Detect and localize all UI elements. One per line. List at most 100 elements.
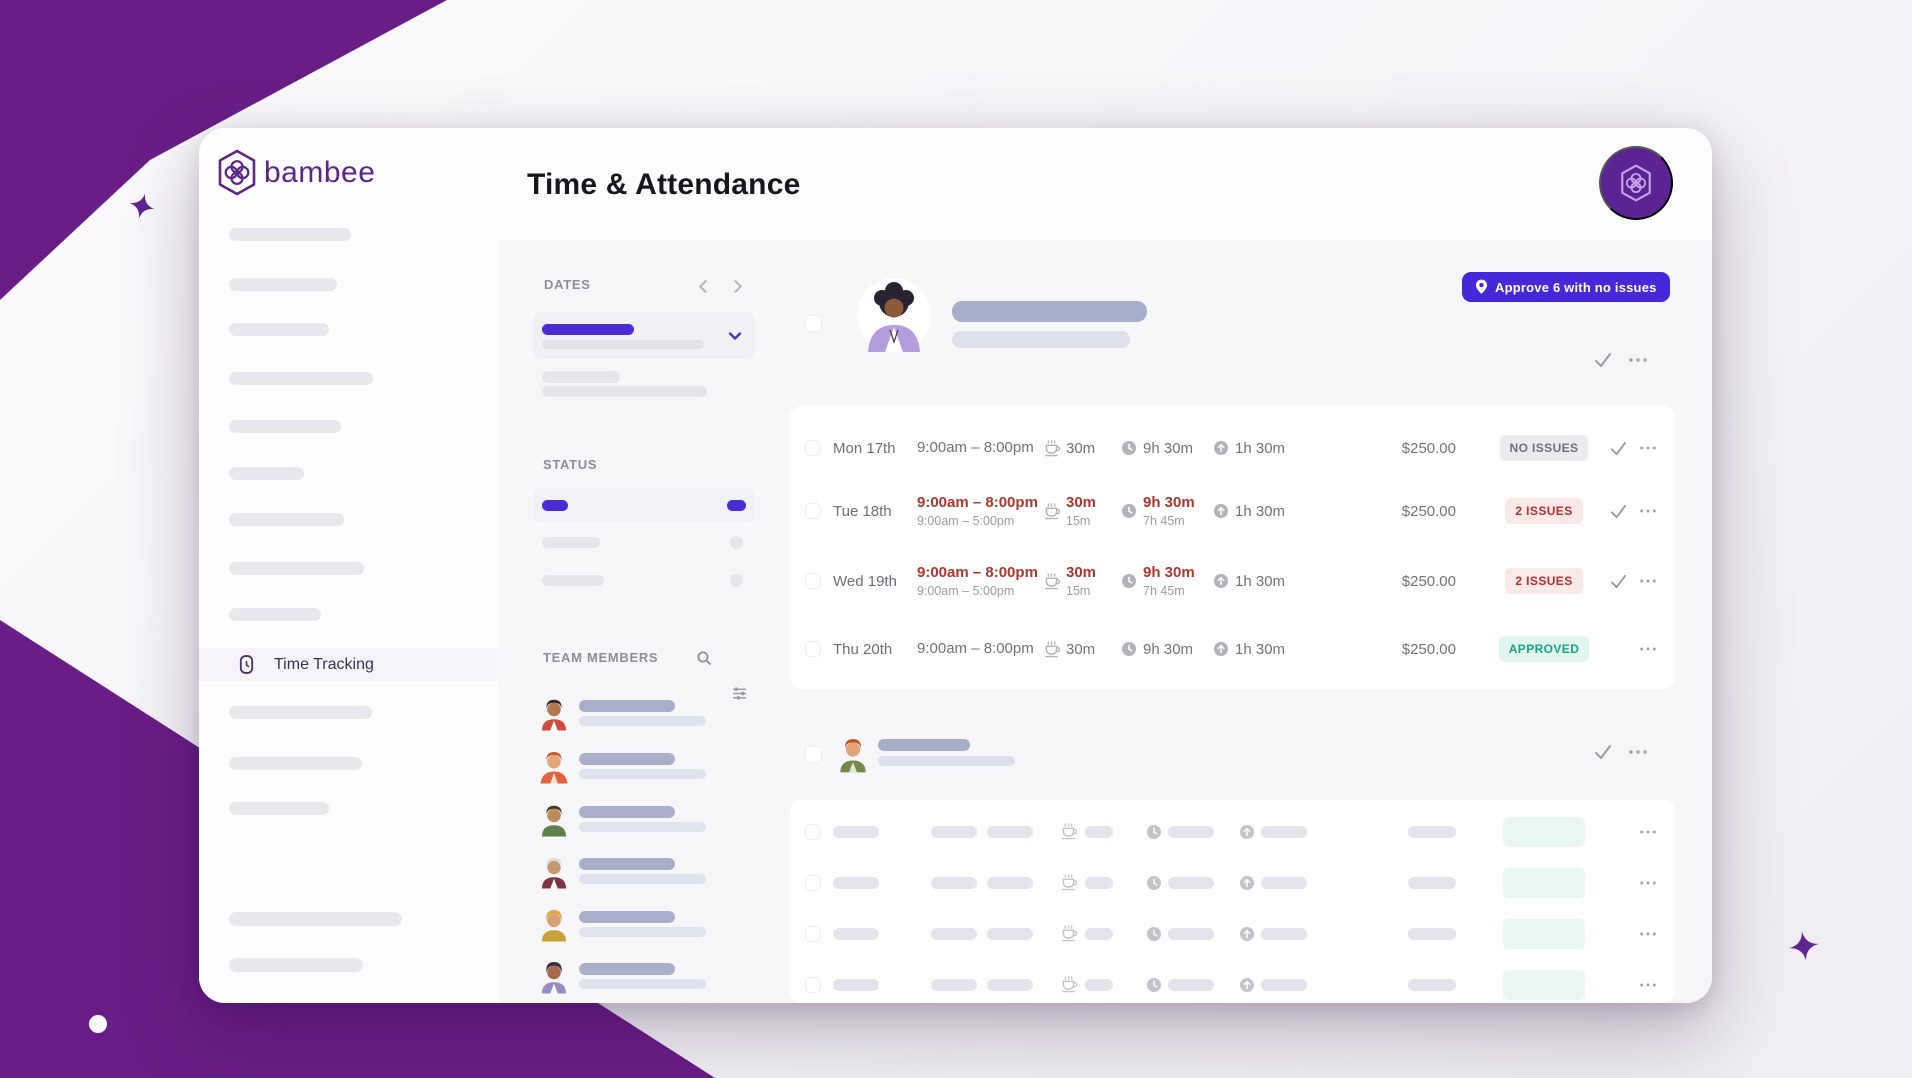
app-logo[interactable]: bambee <box>215 149 375 196</box>
chevron-right-icon[interactable] <box>730 279 745 294</box>
skeleton <box>1085 927 1113 940</box>
row-overtime: 1h 30m <box>1235 640 1286 658</box>
sliders-icon[interactable] <box>732 686 747 701</box>
profile-menu-button[interactable] <box>1599 146 1673 220</box>
timesheet-row-skeleton <box>790 857 1675 908</box>
clock-icon <box>1122 504 1136 518</box>
row-total-actual: 7h 45m <box>1143 514 1185 528</box>
status-filter-option[interactable] <box>542 537 600 548</box>
timesheet-row[interactable]: Tue 18th 9:00am – 8:00pm 9:00am – 5:00pm… <box>790 476 1675 546</box>
more-icon[interactable] <box>1639 646 1657 652</box>
skeleton <box>1261 825 1307 838</box>
nav-skeleton <box>229 323 329 336</box>
clock-icon <box>1147 875 1161 890</box>
skeleton <box>1408 978 1456 991</box>
row-time: 9:00am – 8:00pm <box>917 494 1038 511</box>
status-badge-skeleton <box>1503 918 1585 949</box>
avatar <box>540 752 568 784</box>
more-icon[interactable] <box>1639 445 1657 451</box>
more-icon[interactable] <box>1639 931 1657 937</box>
skeleton <box>1168 927 1214 940</box>
logo-wordmark: bambee <box>264 155 376 189</box>
row-day: Mon 17th <box>833 439 896 457</box>
more-icon[interactable] <box>1639 982 1657 988</box>
sparkle-icon <box>1789 931 1819 961</box>
search-icon[interactable] <box>696 650 712 666</box>
skeleton <box>833 927 879 940</box>
check-icon[interactable] <box>1610 504 1627 519</box>
nav-skeleton <box>229 958 363 972</box>
row-time: 9:00am – 8:00pm <box>917 439 1034 456</box>
pin-icon <box>1475 279 1488 294</box>
chevron-left-icon[interactable] <box>696 279 711 294</box>
more-icon[interactable] <box>1628 749 1648 755</box>
check-icon[interactable] <box>1594 744 1612 760</box>
member-name-skeleton <box>579 911 675 923</box>
skeleton <box>1261 978 1307 991</box>
timesheet-row-skeleton <box>790 806 1675 857</box>
more-icon[interactable] <box>1639 829 1657 835</box>
status-badge-skeleton <box>1503 969 1585 1000</box>
row-checkbox[interactable] <box>805 925 821 942</box>
more-icon[interactable] <box>1639 578 1657 584</box>
member-name-skeleton <box>579 806 675 818</box>
timesheet-row[interactable]: Thu 20th 9:00am – 8:00pm 30m 9h 30m 1h 3… <box>790 616 1675 682</box>
more-icon[interactable] <box>1639 508 1657 514</box>
overtime-icon <box>1214 642 1228 656</box>
skeleton <box>1168 978 1214 991</box>
row-checkbox[interactable] <box>805 573 821 589</box>
row-break-actual: 15m <box>1066 514 1091 528</box>
date-range-dropdown[interactable] <box>533 312 755 359</box>
row-total: 9h 30m <box>1143 494 1195 511</box>
more-icon[interactable] <box>1628 357 1648 363</box>
row-pay: $250.00 <box>1401 439 1456 457</box>
overtime-icon <box>1240 926 1254 941</box>
row-checkbox[interactable] <box>805 440 821 456</box>
bambee-logo-icon <box>1621 164 1651 202</box>
row-day: Tue 18th <box>833 502 892 520</box>
status-filter-option[interactable] <box>542 575 604 586</box>
status-skeleton <box>542 500 568 511</box>
row-checkbox[interactable] <box>805 874 821 891</box>
timesheet-table-loading <box>790 800 1675 1003</box>
row-time-actual: 9:00am – 5:00pm <box>917 514 1015 528</box>
timesheet-row[interactable]: Wed 19th 9:00am – 8:00pm 9:00am – 5:00pm… <box>790 546 1675 616</box>
check-icon[interactable] <box>1610 574 1627 589</box>
row-time-actual: 9:00am – 5:00pm <box>917 584 1015 598</box>
skeleton <box>1261 927 1307 940</box>
sidebar-item-label: Time Tracking <box>274 655 374 673</box>
check-icon[interactable] <box>1610 441 1627 456</box>
skeleton <box>987 825 1033 838</box>
approve-all-label: Approve 6 with no issues <box>1495 279 1657 295</box>
employee-checkbox[interactable] <box>805 746 822 763</box>
row-checkbox[interactable] <box>805 503 821 519</box>
row-day: Thu 20th <box>833 640 893 658</box>
skeleton <box>1168 825 1214 838</box>
check-icon[interactable] <box>1594 352 1612 368</box>
more-icon[interactable] <box>1639 880 1657 886</box>
row-day: Wed 19th <box>833 572 897 590</box>
approve-all-button[interactable]: Approve 6 with no issues <box>1462 272 1670 302</box>
employee-checkbox[interactable] <box>805 315 822 332</box>
stopwatch-icon <box>239 655 254 674</box>
sparkle-icon <box>129 193 155 219</box>
employee-avatar <box>840 739 866 773</box>
coffee-icon <box>1062 874 1077 891</box>
clock-icon <box>1122 441 1136 455</box>
timesheet-row[interactable]: Mon 17th 9:00am – 8:00pm 30m 9h 30m 1h 3… <box>790 420 1675 476</box>
member-name-skeleton <box>579 858 675 870</box>
status-badge-skeleton <box>1503 816 1585 847</box>
row-total: 9h 30m <box>1143 439 1194 457</box>
row-break: 30m <box>1066 439 1096 457</box>
nav-skeleton <box>229 706 372 719</box>
row-checkbox[interactable] <box>805 976 821 993</box>
sidebar-item-time-tracking[interactable]: Time Tracking <box>199 648 499 681</box>
chevron-down-icon <box>728 332 742 340</box>
member-info-skeleton <box>579 979 706 989</box>
row-checkbox[interactable] <box>805 823 821 840</box>
row-pay: $250.00 <box>1401 572 1456 590</box>
status-filter-selected[interactable] <box>533 488 755 522</box>
row-checkbox[interactable] <box>805 641 821 657</box>
member-info-skeleton <box>579 822 706 832</box>
